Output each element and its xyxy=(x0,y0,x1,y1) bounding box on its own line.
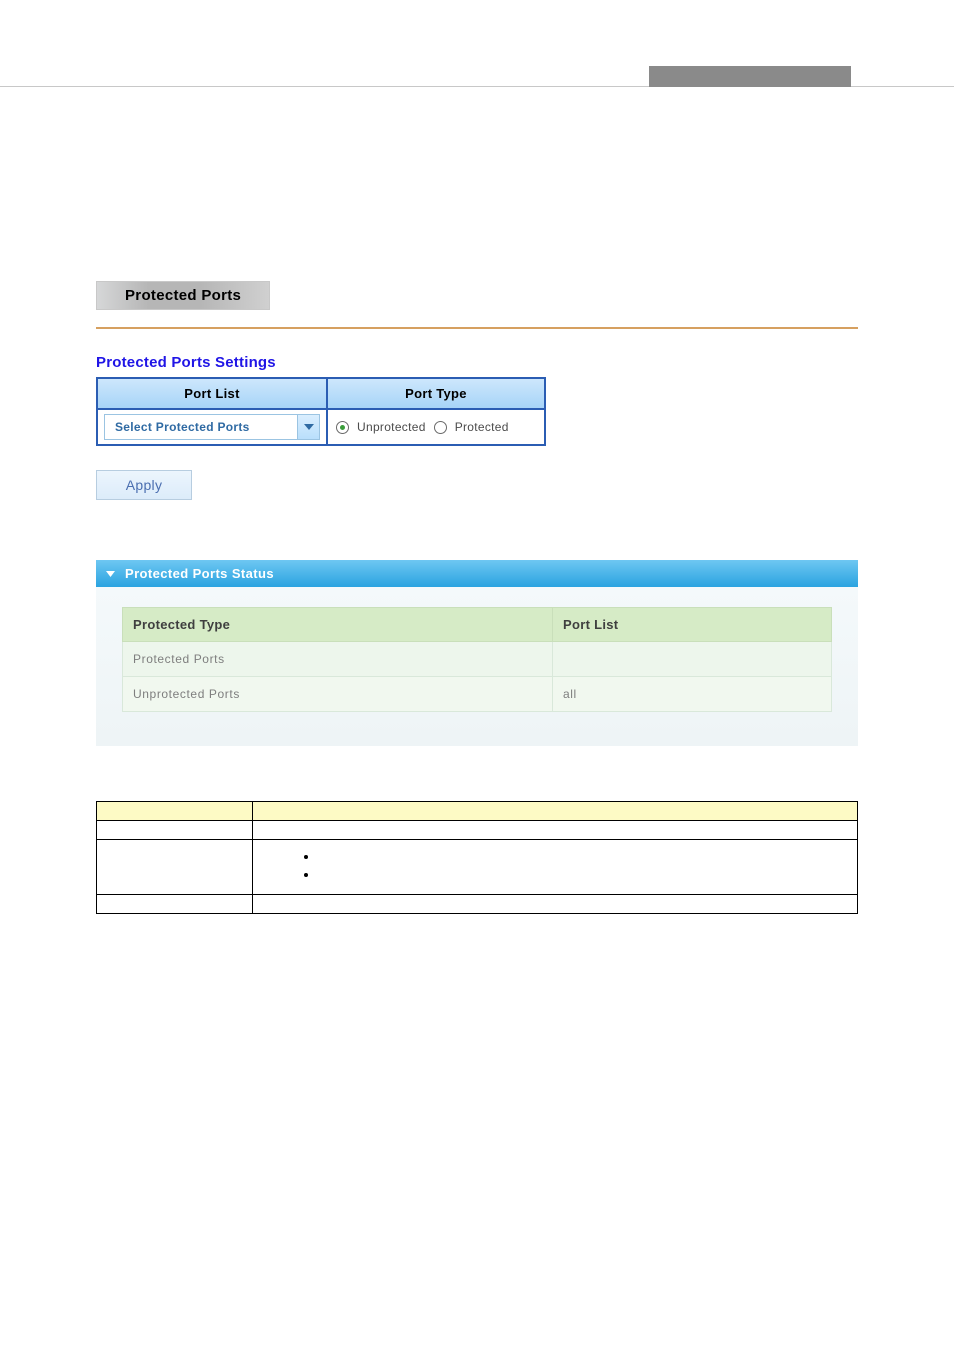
desc-cell-description xyxy=(253,840,858,895)
apply-button[interactable]: Apply xyxy=(96,470,192,500)
desc-cell-object xyxy=(97,895,253,914)
desc-bullet xyxy=(319,849,847,867)
desc-cell-object xyxy=(97,821,253,840)
title-underline xyxy=(96,327,858,330)
settings-heading: Protected Ports Settings xyxy=(96,354,858,371)
radio-protected[interactable] xyxy=(434,421,447,434)
status-panel: Protected Ports Status Protected Type Po… xyxy=(96,560,858,746)
desc-row xyxy=(97,895,858,914)
chevron-down-icon xyxy=(304,424,314,430)
collapse-icon xyxy=(106,571,115,577)
status-row: Protected Ports xyxy=(123,642,832,677)
status-row: Unprotected Ports all xyxy=(123,677,832,712)
port-list-dropdown[interactable]: Select Protected Ports xyxy=(104,414,320,440)
status-cell xyxy=(553,642,832,677)
status-table: Protected Type Port List Protected Ports… xyxy=(122,607,832,712)
status-cell: Unprotected Ports xyxy=(123,677,553,712)
radio-unprotected-label: Unprotected xyxy=(357,420,426,434)
status-col-port-list: Port List xyxy=(553,608,832,642)
dropdown-toggle-button[interactable] xyxy=(298,414,320,440)
settings-header-port-type: Port Type xyxy=(327,378,545,409)
status-cell: all xyxy=(553,677,832,712)
settings-table: Port List Port Type Select Protected Por… xyxy=(96,377,546,446)
page-title: Protected Ports xyxy=(96,281,270,310)
desc-cell-description xyxy=(253,821,858,840)
settings-header-port-list: Port List xyxy=(97,378,327,409)
radio-unprotected[interactable] xyxy=(336,421,349,434)
desc-cell-object xyxy=(97,840,253,895)
radio-protected-label: Protected xyxy=(455,420,509,434)
desc-cell-description xyxy=(253,895,858,914)
port-list-cell: Select Protected Ports xyxy=(97,409,327,445)
desc-row xyxy=(97,821,858,840)
port-list-dropdown-label: Select Protected Ports xyxy=(104,414,298,440)
desc-header-description xyxy=(253,802,858,821)
description-table xyxy=(96,801,858,914)
status-panel-title: Protected Ports Status xyxy=(125,566,274,581)
port-type-cell: Unprotected Protected xyxy=(327,409,545,445)
settings-row: Select Protected Ports Unprotected Prote… xyxy=(97,409,545,445)
page-header-rule xyxy=(0,86,954,90)
desc-header-row xyxy=(97,802,858,821)
desc-bullet xyxy=(319,867,847,885)
settings-header-row: Port List Port Type xyxy=(97,378,545,409)
status-panel-header[interactable]: Protected Ports Status xyxy=(96,560,858,587)
desc-header-object xyxy=(97,802,253,821)
status-header-row: Protected Type Port List xyxy=(123,608,832,642)
status-cell: Protected Ports xyxy=(123,642,553,677)
desc-row xyxy=(97,840,858,895)
status-col-protected-type: Protected Type xyxy=(123,608,553,642)
